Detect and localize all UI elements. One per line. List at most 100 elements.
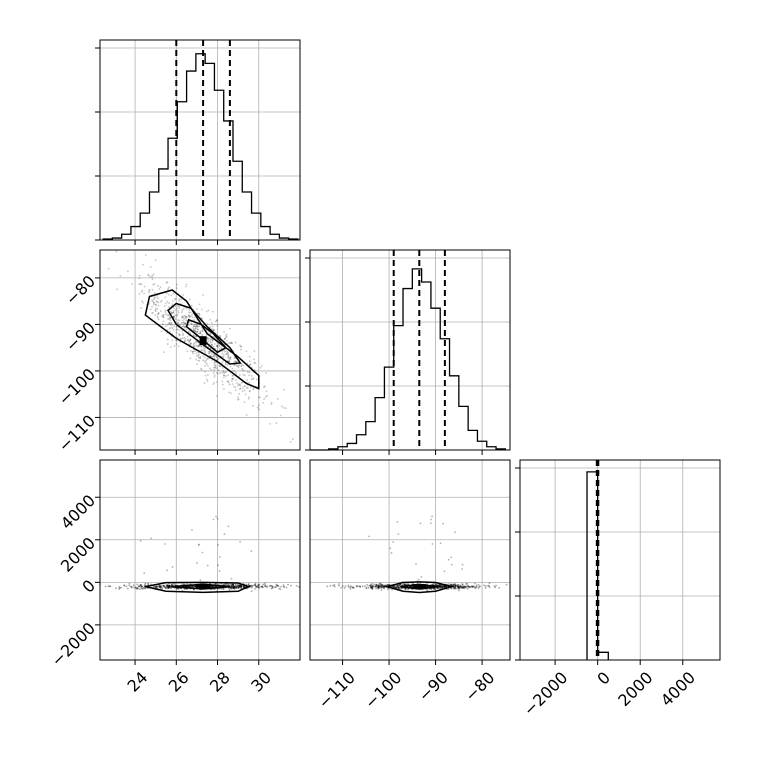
scatter-point [218,348,221,350]
scatter-point [184,322,187,325]
scatter-point [207,350,210,353]
scatter-point [396,584,399,587]
scatter-point [169,317,172,320]
scatter-point [266,585,268,588]
histogram-panel-1 [305,249,511,451]
scatter-point [487,584,490,587]
scatter-point [443,585,446,588]
scatter-point [203,360,206,362]
scatter-point [242,387,244,390]
scatter-point [458,586,461,589]
scatter-point [143,586,146,588]
scatter-point [196,562,198,564]
scatter-point [203,370,206,373]
scatter-point [238,364,241,366]
scatter-point [233,585,236,588]
scatter-point [182,307,185,310]
scatter-point [377,584,380,587]
density-contour-outer [383,581,455,594]
scatter-point [245,414,248,416]
scatter-point [194,327,197,330]
scatter-point [204,356,206,359]
scatter-point [436,587,439,589]
scatter-point [123,584,126,586]
scatter-point [158,585,161,588]
scatter-point [212,518,215,521]
scatter-point [250,584,253,587]
scatter-point [209,585,212,588]
scatter-point [453,587,456,590]
scatter-point [266,394,269,397]
scatter-point [399,585,402,588]
scatter-point [218,556,221,558]
scatter-point [442,522,445,525]
scatter-point [180,311,183,314]
scatter-point [165,292,168,295]
scatter-point [229,357,232,360]
scatter-point [276,584,279,587]
scatter-point [136,587,139,590]
scatter-point [227,380,230,383]
scatter-point [457,586,459,589]
scatter-point [194,327,197,330]
scatter-point [198,325,201,328]
scatter-point [192,326,195,329]
x-tick-label: 30 [247,668,275,696]
scatter-point [349,588,352,590]
scatter-point [216,588,219,591]
scatter-point [132,584,135,587]
y-tick-label: −110 [55,411,100,456]
scatter-point [215,367,218,370]
scatter-point [233,587,236,590]
scatter-point [470,585,473,588]
scatter-point [233,586,235,589]
scatter-point [457,585,460,588]
scatter-point [380,586,383,588]
scatter-point [232,586,235,589]
scatter-point [225,334,227,337]
scatter-point [193,342,196,345]
scatter-point [184,285,187,288]
scatter-point [142,587,145,590]
scatter-point [208,337,211,340]
scatter-point [187,314,190,317]
scatter-point [472,585,474,588]
scatter-point [194,325,197,327]
scatter-point [138,277,141,280]
scatter-point [382,585,384,588]
scatter-point [164,586,167,589]
scatter-point [240,585,243,588]
scatter-point [183,588,186,591]
scatter-point [461,585,464,588]
scatter-point [182,325,185,328]
scatter-point [171,584,173,586]
scatter-point [197,332,200,335]
scatter-point [170,587,173,590]
scatter-point [440,587,442,590]
scatter-point [171,339,174,342]
scatter-point [136,586,139,589]
scatter-point [227,355,230,358]
scatter-point [467,585,470,588]
scatter-point [407,583,410,586]
scatter-point [167,293,170,296]
scatter-point [337,584,340,587]
scatter-point [168,585,171,587]
scatter-point [254,362,257,365]
scatter-point [234,389,237,392]
scatter-point [194,325,197,328]
scatter-point [440,584,443,587]
scatter-point [458,587,460,590]
scatter-point [240,364,243,367]
scatter-point [377,584,380,587]
scatter-point [167,586,170,589]
scatter-point [282,406,285,409]
scatter-point [159,286,162,289]
scatter-point [238,586,240,588]
scatter-point [107,267,110,270]
scatter-content [107,250,294,443]
scatter-point [223,338,226,341]
scatter-point [386,583,389,586]
scatter-point [369,585,372,588]
scatter-point [159,585,162,588]
